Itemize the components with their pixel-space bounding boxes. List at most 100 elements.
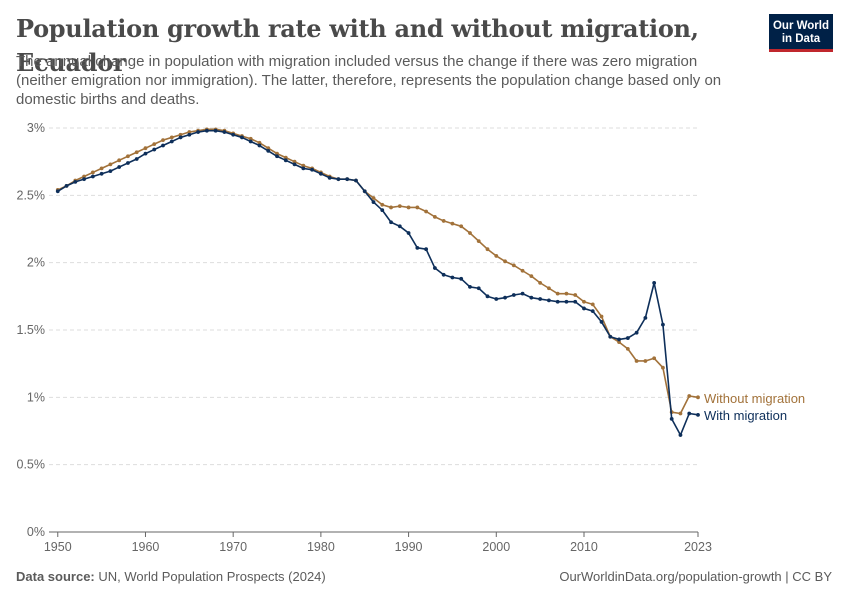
data-point-without-migration	[152, 142, 157, 147]
data-point-with-migration	[108, 169, 113, 173]
data-point-without-migration	[134, 150, 139, 155]
data-point-with-migration	[432, 266, 437, 270]
data-point-without-migration	[538, 280, 543, 285]
data-point-without-migration	[599, 314, 604, 319]
data-point-without-migration	[564, 291, 569, 296]
data-point-with-migration	[547, 298, 551, 303]
series-line-with-migration	[57, 129, 699, 436]
data-point-without-migration	[494, 254, 499, 258]
data-point-without-migration	[117, 158, 122, 163]
data-point-with-migration	[327, 175, 332, 180]
x-tick-label: 1970	[219, 540, 247, 554]
data-point-with-migration	[257, 143, 262, 148]
data-point-without-migration	[389, 205, 393, 210]
data-point-without-migration	[187, 130, 192, 134]
data-point-without-migration	[371, 196, 376, 200]
data-point-with-migration	[634, 330, 639, 335]
data-point-with-migration	[266, 148, 271, 153]
data-point-with-migration	[126, 161, 130, 165]
data-point-with-migration	[204, 128, 209, 133]
data-point-without-migration	[468, 231, 472, 235]
data-point-without-migration	[108, 162, 113, 167]
data-point-with-migration	[608, 334, 613, 339]
data-point-with-migration	[450, 275, 455, 280]
data-point-with-migration	[117, 165, 122, 169]
data-point-with-migration	[362, 189, 367, 194]
data-point-without-migration	[248, 136, 253, 141]
data-point-without-migration	[432, 214, 437, 219]
data-point-without-migration	[161, 138, 165, 143]
data-point-with-migration	[187, 132, 192, 137]
owid-logo[interactable]: Our World in Data	[769, 14, 833, 52]
data-point-with-migration	[318, 171, 323, 176]
data-source: Data source: UN, World Population Prospe…	[16, 569, 326, 584]
data-point-without-migration	[90, 170, 95, 175]
x-tick-label: 1980	[307, 540, 335, 554]
data-point-with-migration	[424, 247, 429, 252]
data-point-with-migration	[503, 295, 507, 300]
y-tick-label: 1.5%	[17, 323, 46, 337]
data-point-with-migration	[301, 166, 306, 171]
data-point-without-migration	[169, 135, 174, 140]
data-point-without-migration	[178, 132, 183, 137]
y-tick-label: 3%	[27, 121, 45, 135]
x-tick-label: 2023	[684, 540, 712, 554]
data-point-with-migration	[99, 171, 104, 176]
data-point-with-migration	[222, 130, 227, 134]
y-tick-label: 2.5%	[17, 188, 46, 202]
data-point-without-migration	[126, 154, 130, 159]
data-point-with-migration	[459, 276, 464, 281]
data-point-without-migration	[511, 263, 516, 268]
data-point-with-migration	[73, 179, 78, 184]
data-point-with-migration	[134, 157, 139, 161]
data-point-with-migration	[652, 280, 657, 285]
data-point-with-migration	[476, 286, 481, 291]
data-point-without-migration	[503, 259, 507, 264]
y-tick-label: 2%	[27, 256, 45, 270]
data-point-with-migration	[643, 315, 648, 320]
data-point-with-migration	[283, 158, 288, 163]
data-point-with-migration	[82, 177, 86, 182]
data-point-without-migration	[485, 247, 490, 252]
x-tick-label: 1960	[132, 540, 160, 554]
data-point-with-migration	[143, 151, 148, 156]
data-point-with-migration	[564, 299, 569, 304]
logo-line-1: Our World	[772, 20, 829, 32]
data-point-without-migration	[590, 302, 595, 307]
data-point-with-migration	[441, 272, 446, 277]
data-point-without-migration	[573, 293, 578, 297]
data-point-with-migration	[354, 178, 358, 183]
data-point-with-migration	[310, 167, 315, 172]
data-point-with-migration	[169, 139, 174, 144]
data-point-without-migration	[82, 174, 86, 179]
data-point-with-migration	[406, 231, 411, 235]
data-point-with-migration	[231, 132, 236, 137]
data-point-without-migration	[292, 159, 297, 164]
data-point-without-migration	[301, 163, 306, 168]
data-point-with-migration	[520, 291, 525, 296]
y-tick-label: 0.5%	[17, 458, 46, 472]
data-point-with-migration	[538, 297, 543, 301]
data-point-with-migration	[275, 154, 279, 159]
data-point-with-migration	[678, 433, 683, 437]
data-point-without-migration	[459, 224, 464, 229]
data-point-with-migration	[511, 293, 516, 297]
data-point-with-migration	[240, 135, 244, 140]
data-point-with-migration	[529, 295, 534, 300]
data-point-with-migration	[485, 294, 490, 299]
logo-line-2: in Data	[781, 33, 821, 45]
data-point-without-migration	[476, 239, 481, 244]
data-point-without-migration	[266, 146, 271, 151]
data-point-without-migration	[380, 202, 385, 207]
data-point-with-migration	[696, 412, 700, 417]
data-point-with-migration	[617, 337, 621, 342]
data-point-with-migration	[669, 416, 674, 421]
data-point-with-migration	[397, 224, 402, 229]
data-point-with-migration	[371, 200, 376, 204]
source-url-link[interactable]: OurWorldinData.org/population-growth | C…	[559, 569, 832, 584]
data-point-without-migration	[283, 155, 288, 160]
data-point-without-migration	[275, 151, 279, 156]
data-point-with-migration	[380, 208, 385, 213]
data-point-with-migration	[573, 299, 578, 304]
